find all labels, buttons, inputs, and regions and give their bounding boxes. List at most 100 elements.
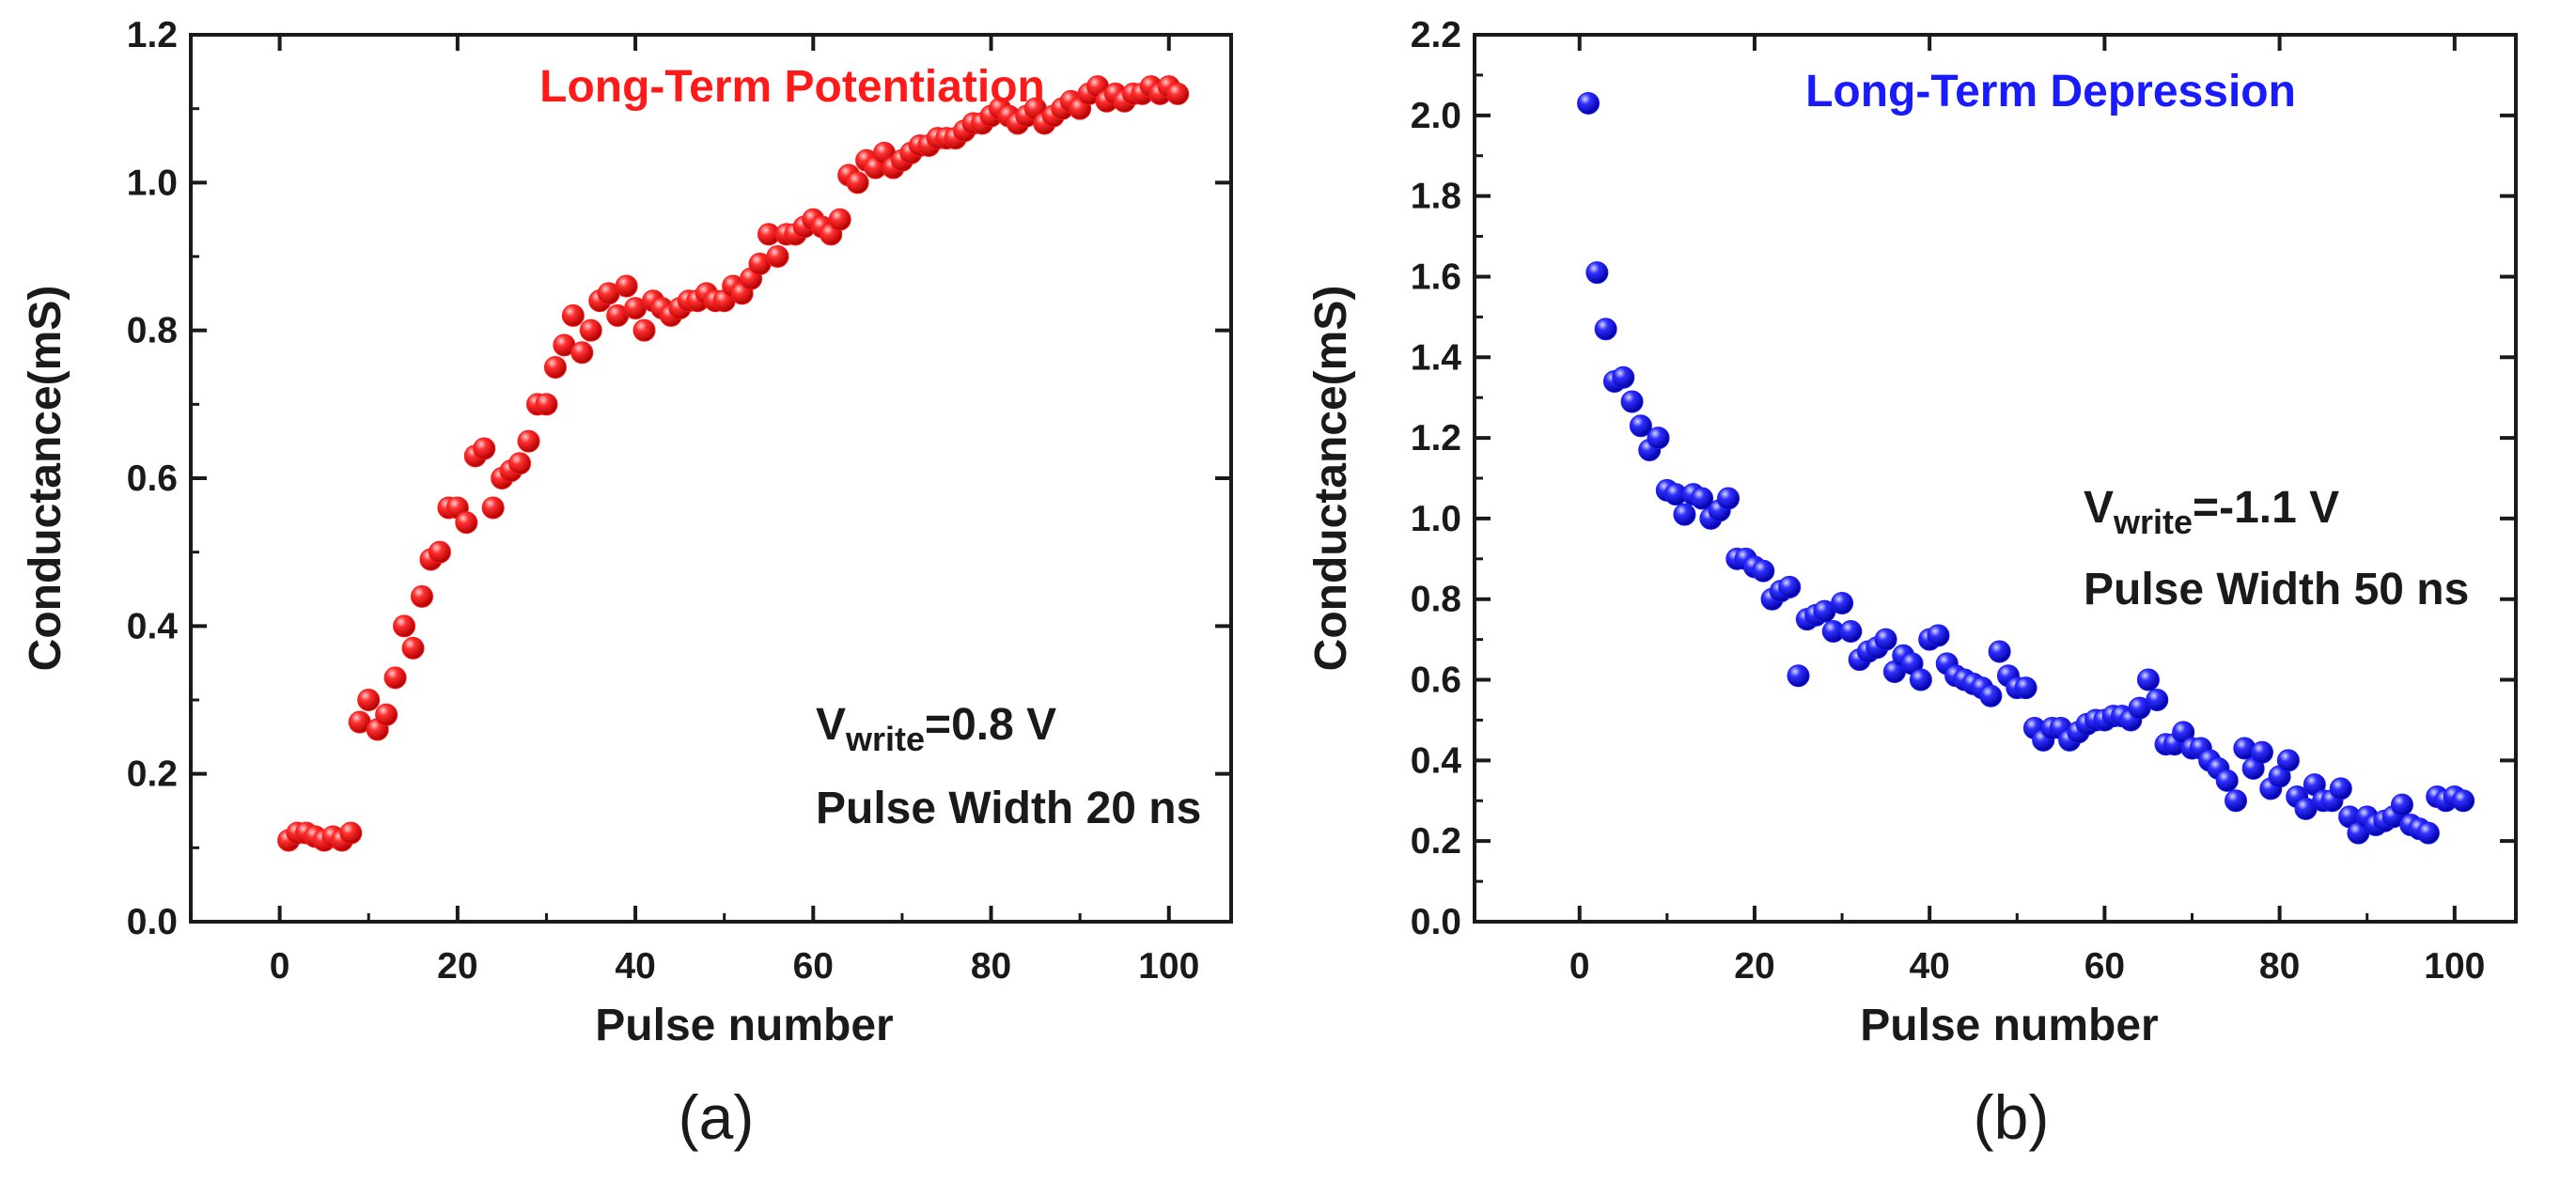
data-point-a-17 [428,540,451,564]
y-tick-label-b-8: 1.6 [1411,256,1461,297]
x-tick-label-b-0: 0 [1569,946,1590,987]
y-tick-label-a-6: 1.2 [127,15,178,55]
data-point-b-38 [1909,668,1932,692]
annotation-value-b: =-1.1 V [2193,483,2339,533]
panel-label-b: (b) [1974,1082,2050,1152]
panel-label-a: (a) [679,1082,755,1152]
data-point-a-26 [508,452,532,475]
data-points-b [1577,91,2475,845]
data-point-a-62 [828,208,851,231]
data-point-a-20 [455,511,478,535]
data-point-b-74 [2225,789,2248,813]
chart-panel-a: 0 20 40 60 80 100 0.0 0.2 0.4 0.6 0.8 1.0 1.2 Long-T… [21,15,1233,1152]
data-point-b-30 [1839,620,1863,644]
annotation-pulse-width-b: Pulse Width 50 ns [2084,565,2469,614]
x-axis-label-b: Pulse number [1860,1001,2158,1050]
data-point-a-23 [481,496,505,520]
y-tick-label-a-2: 0.4 [127,606,179,646]
axis-ticks-b: 0 20 40 60 80 100 0.0 0.2 0.4 0.6 0.8 1.0 1.2 1.4 1.6 1… [1411,15,2516,987]
x-tick-label-a-0: 0 [270,946,290,987]
annotation-pulse-width-a: Pulse Width 20 ns [816,784,1201,833]
data-point-a-55 [766,245,789,268]
data-point-b-5 [1620,390,1644,413]
data-point-b-0 [1577,91,1600,115]
data-point-a-27 [517,429,540,453]
data-point-a-7 [339,821,363,845]
y-tick-label-b-7: 1.4 [1411,337,1462,378]
y-tick-label-b-9: 1.8 [1411,177,1461,217]
data-point-b-13 [1691,487,1714,510]
data-point-b-4 [1612,365,1635,389]
data-point-b-16 [1717,487,1741,510]
data-point-a-40 [632,319,656,342]
chart-title-a: Long-Term Potentiation [539,62,1045,112]
y-tick-label-b-0: 0.0 [1411,902,1461,942]
x-tick-label-b-4: 80 [2259,946,2300,987]
x-tick-label-b-1: 20 [1734,946,1774,987]
data-point-a-14 [401,636,425,660]
y-tick-label-b-6: 1.2 [1411,418,1461,458]
data-point-a-38 [615,274,638,298]
data-point-b-34 [1874,628,1897,651]
data-point-b-46 [1979,684,2003,707]
x-tick-label-a-4: 80 [971,946,1011,987]
y-axis-label-b: Conductance(mS) [1306,286,1356,672]
annotation-v-b: V [2084,483,2114,533]
y-tick-label-b-2: 0.4 [1411,740,1462,781]
annotation-vwrite-b: Vwrite=-1.1 V [2084,483,2339,541]
annotation-value-a: =0.8 V [925,700,1056,750]
x-tick-label-a-2: 40 [615,946,655,987]
data-point-b-86 [2329,777,2352,800]
y-tick-label-a-5: 1.0 [127,163,178,203]
data-point-b-2 [1594,318,1617,341]
data-point-b-20 [1752,559,1775,583]
x-axis-label-a: Pulse number [595,1001,893,1050]
x-tick-label-a-1: 20 [437,946,477,987]
data-point-a-32 [561,303,585,327]
data-point-b-24 [1787,664,1810,688]
y-tick-label-b-3: 0.6 [1411,660,1461,701]
annotation-vwrite-a: Vwrite=0.8 V [816,700,1056,758]
data-point-a-9 [357,689,381,711]
data-point-a-13 [393,614,416,638]
data-point-b-1 [1585,261,1609,285]
data-point-b-65 [2146,689,2169,711]
axis-ticks-a: 0 20 40 60 80 100 0.0 0.2 0.4 0.6 0.8 1.0 1.2 [127,15,1231,987]
chart-title-b: Long-Term Depression [1805,67,2296,117]
data-point-a-64 [846,171,869,194]
data-point-b-50 [2014,676,2037,700]
x-tick-label-b-5: 100 [2424,946,2485,987]
data-point-b-64 [2136,668,2160,692]
x-tick-label-b-2: 40 [1909,946,1949,987]
data-point-b-47 [1988,640,2011,663]
y-tick-label-b-10: 2.0 [1411,96,1461,136]
y-tick-label-a-3: 0.6 [127,458,178,499]
data-point-b-80 [2276,749,2300,772]
data-points-a [277,75,1190,852]
data-point-b-29 [1831,592,1854,615]
data-point-b-96 [2416,821,2440,845]
y-tick-label-b-4: 0.8 [1411,580,1461,620]
data-point-b-40 [1927,624,1950,647]
data-point-a-11 [375,703,398,726]
data-point-b-8 [1647,427,1670,450]
annotation-sub-a: write [845,720,925,758]
x-tick-label-b-3: 60 [2084,946,2125,987]
y-tick-label-a-1: 0.2 [127,754,178,795]
data-point-a-30 [543,356,567,379]
data-point-a-34 [579,319,602,342]
data-point-b-73 [2215,769,2239,792]
data-point-b-77 [2250,740,2273,764]
x-tick-label-a-3: 60 [793,946,834,987]
annotation-v-a: V [816,700,846,750]
data-point-a-33 [570,341,594,365]
data-point-b-6 [1629,414,1652,438]
annotation-sub-b: write [2113,503,2193,541]
data-point-b-11 [1673,503,1696,526]
y-tick-label-b-11: 2.2 [1411,15,1461,55]
plot-frame-b [1473,33,2518,924]
y-tick-label-a-4: 0.8 [127,311,178,351]
x-tick-label-a-5: 100 [1138,946,1199,987]
y-tick-label-b-5: 1.0 [1411,499,1461,539]
